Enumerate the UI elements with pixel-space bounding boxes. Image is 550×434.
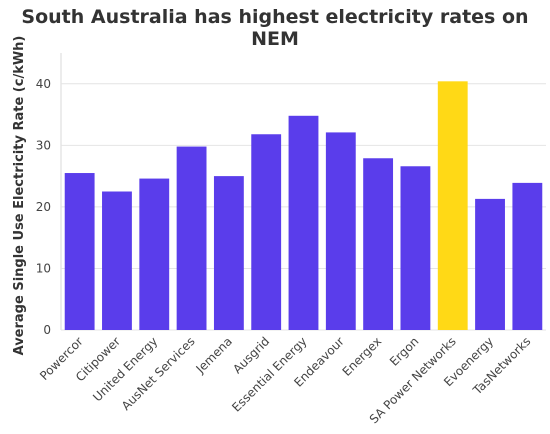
- bar-evoenergy: [475, 198, 505, 330]
- x-tick-label: United Energy: [90, 334, 160, 404]
- y-tick-label: 20: [36, 200, 51, 214]
- bar-united-energy: [139, 178, 170, 330]
- x-tick-label: Energex: [340, 334, 385, 379]
- y-axis-title: Average Single Use Electricity Rate (c/k…: [12, 36, 27, 356]
- y-tick-label: 0: [43, 323, 51, 337]
- bar-ausgrid: [251, 134, 282, 330]
- y-axis-ticks: 0 10 20 30 40: [36, 77, 51, 337]
- bar-ausnet-services: [176, 146, 207, 330]
- bar-ergon: [400, 166, 431, 330]
- y-tick-label: 10: [36, 261, 51, 275]
- bar-endeavour: [325, 132, 356, 330]
- chart-title: South Australia has highest electricity …: [21, 6, 529, 50]
- x-tick-label: Ergon: [387, 334, 422, 369]
- bars: [64, 81, 543, 330]
- bar-energex: [363, 158, 394, 330]
- bar-citipower: [102, 191, 132, 330]
- bar-powercor: [64, 173, 95, 330]
- y-tick-label: 30: [36, 138, 51, 152]
- y-tick-label: 40: [36, 77, 51, 91]
- x-tick-label: Jemena: [193, 334, 235, 376]
- bar-sa-power-networks: [437, 81, 468, 330]
- bar-essential-energy: [288, 115, 319, 330]
- bar-tasnetworks: [512, 182, 543, 330]
- bar-jemena: [213, 176, 244, 330]
